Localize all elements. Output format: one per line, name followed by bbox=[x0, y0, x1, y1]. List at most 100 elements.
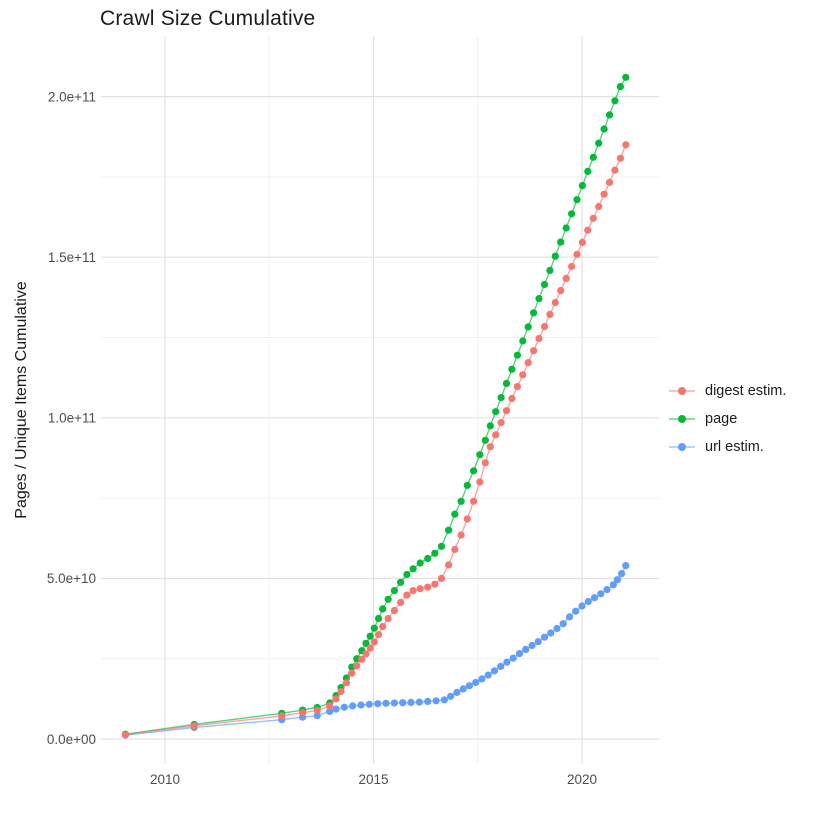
data-point-digest-estim bbox=[358, 655, 366, 663]
data-point-page bbox=[492, 408, 500, 416]
data-point-url-estim bbox=[432, 697, 440, 705]
series-line-url-estim bbox=[125, 565, 627, 736]
data-point-page bbox=[524, 323, 532, 331]
data-point-url-estim bbox=[478, 675, 486, 683]
data-point-page bbox=[605, 111, 614, 119]
data-point-digest-estim bbox=[379, 623, 387, 631]
data-point-url-estim bbox=[618, 570, 626, 578]
y-tick-label: 1.0e+11 bbox=[48, 411, 96, 426]
series-url-estim bbox=[121, 562, 630, 739]
data-point-url-estim bbox=[440, 696, 448, 704]
legend-key-digest-estim bbox=[669, 387, 695, 395]
y-axis-title: Pages / Unique Items Cumulative bbox=[13, 281, 30, 519]
data-point-digest-estim bbox=[326, 702, 334, 710]
x-tick-label: 2020 bbox=[567, 772, 597, 787]
data-point-page bbox=[616, 83, 625, 91]
data-point-page bbox=[551, 252, 559, 260]
data-point-page bbox=[611, 97, 619, 105]
data-point-page bbox=[600, 125, 608, 133]
data-point-digest-estim bbox=[362, 650, 370, 658]
legend-item-url-estim: url estim. bbox=[668, 433, 786, 461]
data-point-page bbox=[370, 624, 378, 632]
data-point-url-estim bbox=[459, 685, 467, 693]
data-point-url-estim bbox=[559, 620, 567, 628]
data-point-url-estim bbox=[622, 562, 630, 570]
data-point-url-estim bbox=[497, 662, 505, 671]
data-point-page bbox=[481, 436, 489, 444]
data-point-digest-estim bbox=[530, 347, 538, 355]
data-point-digest-estim bbox=[437, 574, 446, 583]
data-point-page bbox=[546, 266, 554, 274]
axis-tick-labels: 0.0e+00 5.0e+10 1.0e+11 1.5e+11 2.0e+11 2010 2… bbox=[47, 89, 597, 787]
data-point-url-estim bbox=[365, 700, 373, 708]
data-point-page bbox=[622, 73, 630, 81]
y-tick-label: 0.0e+00 bbox=[47, 732, 96, 747]
data-point-page bbox=[362, 639, 370, 647]
gridlines-major bbox=[101, 36, 659, 764]
data-point-page bbox=[424, 554, 432, 563]
data-point-page bbox=[562, 224, 570, 232]
data-point-url-estim bbox=[490, 667, 498, 675]
data-point-url-estim bbox=[415, 698, 423, 706]
data-point-digest-estim bbox=[342, 679, 350, 687]
data-point-url-estim bbox=[578, 602, 586, 610]
x-tick-label: 2010 bbox=[150, 772, 180, 787]
data-point-page bbox=[497, 394, 505, 402]
data-point-url-estim bbox=[357, 701, 365, 709]
data-point-digest-estim bbox=[551, 298, 559, 307]
data-point-page bbox=[463, 481, 471, 489]
data-point-url-estim bbox=[609, 581, 617, 589]
data-point-url-estim bbox=[340, 703, 348, 711]
data-point-page bbox=[519, 337, 527, 345]
data-point-digest-estim bbox=[445, 561, 453, 569]
data-point-page bbox=[486, 422, 494, 430]
chart-title: Crawl Size Cumulative bbox=[100, 7, 316, 30]
data-point-digest-estim bbox=[595, 202, 603, 211]
data-point-page bbox=[557, 238, 565, 246]
data-point-digest-estim bbox=[457, 531, 465, 539]
data-point-page bbox=[508, 365, 516, 373]
data-point-page bbox=[476, 451, 484, 459]
data-point-digest-estim bbox=[370, 638, 378, 646]
data-point-digest-estim bbox=[348, 669, 356, 677]
data-point-page bbox=[379, 605, 387, 613]
data-point-page bbox=[535, 295, 543, 303]
legend-key-page bbox=[669, 415, 695, 423]
legend-item-page: page bbox=[668, 405, 786, 433]
series-digest-estim bbox=[121, 141, 630, 739]
data-point-url-estim bbox=[584, 597, 592, 606]
legend: digest estim. page url estim. bbox=[668, 377, 786, 461]
data-point-page bbox=[374, 614, 383, 623]
data-point-url-estim bbox=[407, 698, 415, 707]
data-point-url-estim bbox=[515, 650, 524, 658]
data-point-url-estim bbox=[603, 586, 611, 594]
data-point-digest-estim bbox=[524, 359, 532, 367]
data-point-digest-estim bbox=[497, 419, 505, 427]
y-tick-label: 5.0e+10 bbox=[47, 571, 96, 586]
data-point-digest-estim bbox=[540, 323, 549, 331]
data-point-page bbox=[437, 542, 446, 550]
data-point-digest-estim bbox=[605, 178, 614, 186]
data-point-url-estim bbox=[326, 707, 334, 716]
data-point-page bbox=[595, 139, 603, 147]
data-point-digest-estim bbox=[299, 709, 307, 717]
data-point-digest-estim bbox=[508, 394, 516, 403]
data-point-digest-estim bbox=[578, 238, 587, 246]
data-point-digest-estim bbox=[390, 606, 398, 615]
data-point-page bbox=[513, 351, 522, 359]
data-point-digest-estim bbox=[546, 310, 554, 318]
data-point-page bbox=[366, 632, 374, 640]
data-point-digest-estim bbox=[481, 459, 489, 467]
data-point-url-estim bbox=[484, 671, 492, 679]
data-point-url-estim bbox=[503, 658, 511, 666]
data-point-digest-estim bbox=[353, 662, 361, 670]
data-point-page bbox=[578, 182, 587, 190]
data-point-digest-estim bbox=[492, 431, 500, 439]
y-tick-label: 1.5e+11 bbox=[48, 250, 96, 265]
data-point-digest-estim bbox=[190, 722, 198, 730]
data-point-url-estim bbox=[565, 613, 574, 621]
data-point-digest-estim bbox=[600, 190, 608, 198]
data-point-page bbox=[457, 497, 465, 505]
data-point-url-estim bbox=[382, 699, 390, 707]
